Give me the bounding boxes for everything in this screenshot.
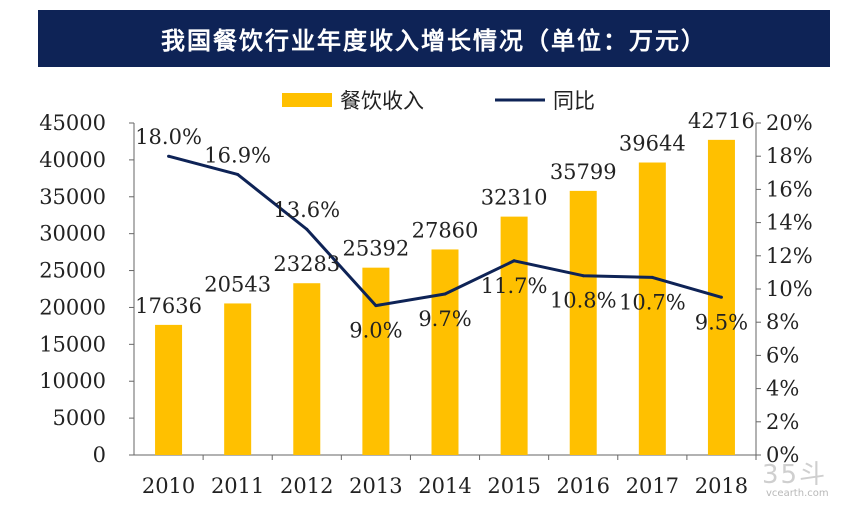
line-value-label: 9.5% xyxy=(695,310,748,334)
y-left-tick-label: 10000 xyxy=(39,369,106,393)
bar xyxy=(362,267,390,455)
y-right-tick-label: 20% xyxy=(766,111,813,135)
x-tick-label: 2013 xyxy=(349,474,402,498)
y-right-tick-label: 0% xyxy=(766,443,799,467)
y-left-tick-label: 40000 xyxy=(39,148,106,172)
bar-value-label: 17636 xyxy=(135,294,202,318)
line-value-label: 10.8% xyxy=(550,289,617,313)
line-value-label: 16.9% xyxy=(204,143,271,167)
x-tick-label: 2016 xyxy=(556,474,609,498)
line-value-label: 13.6% xyxy=(273,198,340,222)
line-value-label: 10.7% xyxy=(619,290,686,314)
yoy-point xyxy=(581,274,585,278)
watermark-url: vcearth.com xyxy=(766,488,829,499)
bar-value-label: 39644 xyxy=(619,132,686,156)
x-tick-label: 2015 xyxy=(487,474,540,498)
line-value-label: 9.7% xyxy=(418,307,471,331)
bar-value-label: 23283 xyxy=(273,252,340,276)
y-left-tick-label: 20000 xyxy=(39,295,106,319)
bar-value-label: 20543 xyxy=(204,272,271,296)
x-tick-label: 2010 xyxy=(142,474,195,498)
y-left-tick-label: 5000 xyxy=(53,406,106,430)
bar xyxy=(431,249,459,455)
x-tick-label: 2018 xyxy=(695,474,748,498)
y-right-tick-label: 8% xyxy=(766,310,799,334)
x-tick-label: 2012 xyxy=(280,474,333,498)
yoy-point xyxy=(512,259,516,263)
chart-title: 我国餐饮行业年度收入增长情况（单位：万元） xyxy=(161,27,707,55)
y-right-tick-label: 2% xyxy=(766,410,799,434)
line-value-label: 11.7% xyxy=(481,274,548,298)
y-right-tick-label: 6% xyxy=(766,343,799,367)
legend-label-revenue: 餐饮收入 xyxy=(340,89,424,113)
yoy-point xyxy=(305,227,309,231)
bar-value-label: 42716 xyxy=(688,109,755,133)
yoy-point xyxy=(374,304,378,308)
chart-title-bar: 我国餐饮行业年度收入增长情况（单位：万元） xyxy=(38,10,830,67)
bar xyxy=(638,162,666,455)
yoy-point xyxy=(443,292,447,296)
yoy-point xyxy=(719,295,723,299)
bar xyxy=(293,283,321,455)
y-left-tick-label: 30000 xyxy=(39,222,106,246)
x-tick-label: 2014 xyxy=(418,474,471,498)
yoy-point xyxy=(167,154,171,158)
line-value-label: 18.0% xyxy=(135,125,202,149)
bar xyxy=(569,190,597,455)
y-right-tick-label: 4% xyxy=(766,377,799,401)
y-right-tick-label: 12% xyxy=(766,244,813,268)
y-left-tick-label: 25000 xyxy=(39,259,106,283)
legend-swatch-revenue xyxy=(282,93,332,107)
bar xyxy=(224,303,252,455)
y-left-tick-label: 0 xyxy=(93,443,106,467)
y-right-tick-label: 18% xyxy=(766,144,813,168)
watermark: 35斗 vcearth.com xyxy=(752,452,848,508)
x-tick-label: 2011 xyxy=(211,474,264,498)
bar-value-label: 27860 xyxy=(412,218,479,242)
watermark-logo: 35斗 xyxy=(762,460,828,490)
yoy-point xyxy=(650,275,654,279)
legend-label-yoy: 同比 xyxy=(553,89,595,113)
y-right-tick-label: 16% xyxy=(766,177,813,201)
bar-value-label: 35799 xyxy=(550,160,617,184)
y-left-tick-label: 35000 xyxy=(39,185,106,209)
y-right-tick-label: 14% xyxy=(766,211,813,235)
bar-value-label: 32310 xyxy=(481,186,548,210)
x-tick-label: 2017 xyxy=(626,474,679,498)
y-left-tick-label: 15000 xyxy=(39,332,106,356)
bar xyxy=(500,216,528,455)
line-value-label: 9.0% xyxy=(349,319,402,343)
bar xyxy=(155,324,183,455)
y-left-tick-label: 45000 xyxy=(39,111,106,135)
y-right-tick-label: 10% xyxy=(766,277,813,301)
yoy-point xyxy=(236,172,240,176)
bar-value-label: 25392 xyxy=(342,237,409,261)
